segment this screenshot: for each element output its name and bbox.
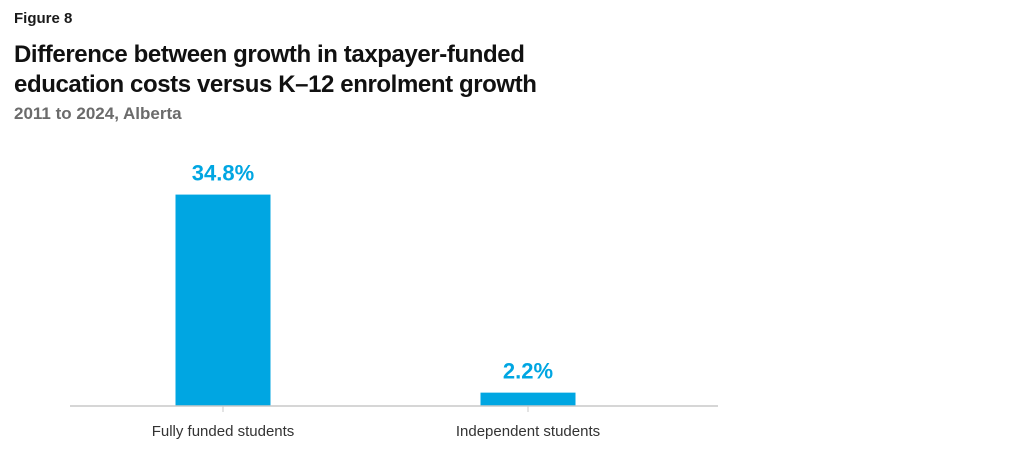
chart-subtitle: 2011 to 2024, Alberta [14,104,182,123]
data-label-1: 34.8% [192,161,254,186]
bar-2 [480,392,576,406]
bar-1 [175,194,271,406]
figure-label: Figure 8 [14,10,73,27]
x-tick-label-1: Fully funded students [152,423,295,440]
data-label-2: 2.2% [503,359,553,384]
chart-title: Difference between growth in taxpayer-fu… [14,41,537,98]
x-tick-label-2: Independent students [456,423,600,440]
